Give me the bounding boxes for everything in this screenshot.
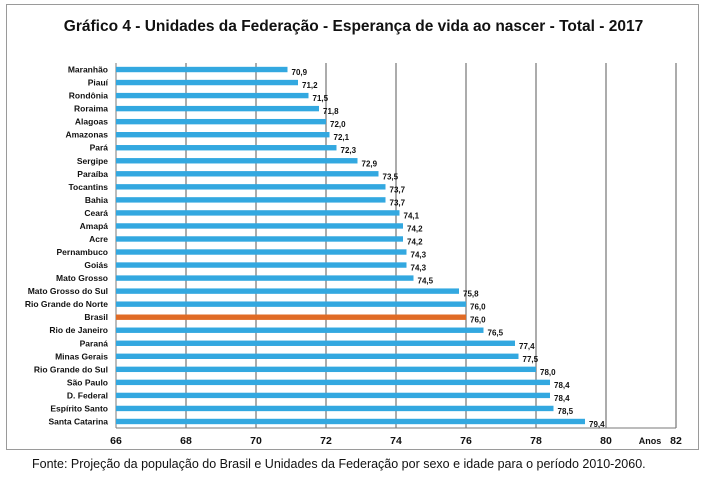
value-label: 72,9 [362,159,378,168]
bar [116,249,407,255]
category-label: Minas Gerais [55,351,108,361]
bar [116,223,403,229]
category-label: Rondônia [69,91,108,101]
value-label: 78,0 [540,368,556,377]
bar [116,184,386,190]
value-label: 72,3 [341,146,357,155]
category-label: Espírito Santo [50,403,108,413]
category-label: Amapá [80,221,109,231]
category-label: Pernambuco [57,247,109,257]
category-label: Rio Grande do Norte [25,299,108,309]
category-label: Roraima [74,104,108,114]
value-label: 72,1 [334,133,350,142]
category-label: Acre [89,234,108,244]
category-label: Amazonas [65,130,108,140]
bar [116,66,288,73]
value-label: 77,4 [519,342,535,351]
category-label: Ceará [84,208,108,218]
value-label: 71,2 [302,81,318,90]
value-label: 70,9 [292,68,308,77]
bar [116,92,309,99]
x-tick-label: 68 [180,435,192,447]
category-label: Santa Catarina [48,416,108,426]
value-label: 76,0 [470,316,486,325]
x-tick-label: 82 [670,435,682,447]
value-label: 76,5 [488,329,504,338]
bar [116,158,358,164]
category-label: Goiás [84,260,108,270]
x-axis-title: Anos [639,436,662,446]
bar [116,327,484,333]
value-label: 74,2 [407,237,423,246]
value-label: 74,3 [411,251,427,260]
bar [116,301,466,307]
bar-highlight [116,314,466,320]
value-label: 74,2 [407,224,423,233]
value-label: 79,4 [589,420,605,429]
value-label: 73,7 [390,185,406,194]
source-note: Fonte: Projeção da população do Brasil e… [32,457,646,471]
category-label: Pará [90,143,109,153]
category-label: São Paulo [67,377,108,387]
bar [116,366,536,373]
value-label: 78,4 [554,394,570,403]
bar [116,392,550,399]
bar [116,418,585,425]
value-label: 72,0 [330,120,346,129]
value-label: 74,5 [418,277,434,286]
value-label: 76,0 [470,303,486,312]
category-label: Paraíba [77,169,108,179]
bar [116,405,554,412]
category-label: Rio Grande do Sul [34,364,108,374]
x-tick-label: 78 [530,435,542,447]
value-label: 71,8 [323,107,339,116]
bar [116,132,330,138]
x-tick-label: 80 [600,435,612,447]
value-label: 75,8 [463,290,479,299]
chart-title: Gráfico 4 - Unidades da Federação - Espe… [63,18,644,35]
category-label: Brasil [84,312,108,322]
bar [116,171,379,177]
bar [116,275,414,281]
bar [116,353,519,359]
category-label: Mato Grosso do Sul [28,286,108,296]
value-label: 73,5 [383,172,399,181]
bar [116,79,298,86]
bar [116,197,386,203]
category-label: Piauí [88,78,109,88]
value-label: 74,1 [404,211,420,220]
value-label: 74,3 [411,264,427,273]
category-label: Mato Grosso [56,273,108,283]
category-label: D. Federal [67,390,108,400]
bar [116,379,550,386]
category-label: Maranhão [68,65,108,75]
value-label: 71,5 [313,94,329,103]
bar [116,105,319,112]
category-label: Rio de Janeiro [49,325,108,335]
category-label: Bahia [85,195,108,205]
bar [116,262,407,268]
bar [116,236,403,242]
value-label: 78,5 [558,407,574,416]
bar [116,288,459,294]
x-tick-label: 66 [110,435,122,447]
category-label: Paraná [80,338,109,348]
bar [116,340,515,346]
category-label: Tocantins [68,182,108,192]
x-tick-label: 74 [390,435,402,447]
x-tick-label: 76 [460,435,472,447]
bar [116,210,400,216]
bar [116,118,326,125]
category-label: Alagoas [75,117,108,127]
x-tick-label: 72 [320,435,332,447]
value-label: 73,7 [390,198,406,207]
x-tick-label: 70 [250,435,262,447]
value-label: 78,4 [554,381,570,390]
category-label: Sergipe [77,156,108,166]
bar [116,145,337,151]
value-label: 77,5 [523,355,539,364]
